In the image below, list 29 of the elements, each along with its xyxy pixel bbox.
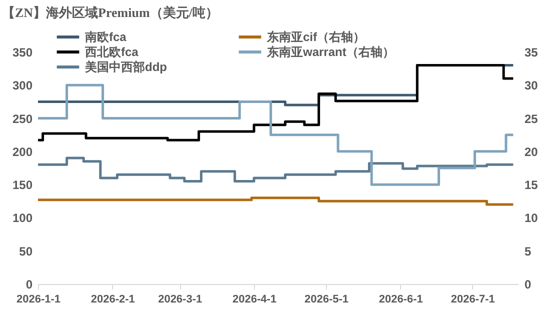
y2-tick-label: 5 [524, 244, 532, 258]
y-tick-label: 200 [12, 144, 33, 159]
y-tick-label: 50 [19, 244, 33, 258]
y2-tick-label: 30 [524, 78, 538, 93]
y2-tick-label: 0 [524, 278, 532, 292]
x-tick-label: 2026-6-1 [378, 294, 423, 306]
legend-label: 东南亚warrant（右轴） [266, 45, 394, 59]
legend-label: 美国中西部ddp [84, 60, 167, 74]
x-tick-label: 2026-4-1 [232, 294, 277, 306]
y-tick-label: 350 [12, 46, 33, 60]
x-tick-label: 2026-3-1 [158, 294, 202, 306]
y-tick-label: 250 [12, 112, 33, 126]
legend-label: 南欧fca [84, 30, 127, 44]
legend-label: 西北欧fca [84, 45, 139, 59]
x-tick-label: 2026-2-1 [90, 294, 135, 306]
y2-tick-label: 15 [524, 178, 538, 192]
y-tick-label: 300 [12, 78, 33, 93]
y-tick-label: 150 [12, 178, 33, 192]
y-tick-label: 100 [12, 211, 33, 226]
legend-label: 东南亚cif（右轴） [266, 30, 366, 44]
y-tick-label: 0 [26, 278, 33, 292]
x-tick-label: 2026-7-1 [450, 294, 495, 306]
y2-tick-label: 20 [524, 144, 538, 159]
x-tick-label: 2026-1-1 [16, 294, 61, 306]
chart-title: 【ZN】海外区域Premium（美元/吨） [2, 5, 218, 20]
y2-tick-label: 25 [524, 112, 538, 126]
x-tick-label: 2026-5-1 [304, 294, 349, 306]
y2-tick-label: 10 [524, 211, 538, 226]
y2-tick-label: 35 [524, 46, 538, 60]
